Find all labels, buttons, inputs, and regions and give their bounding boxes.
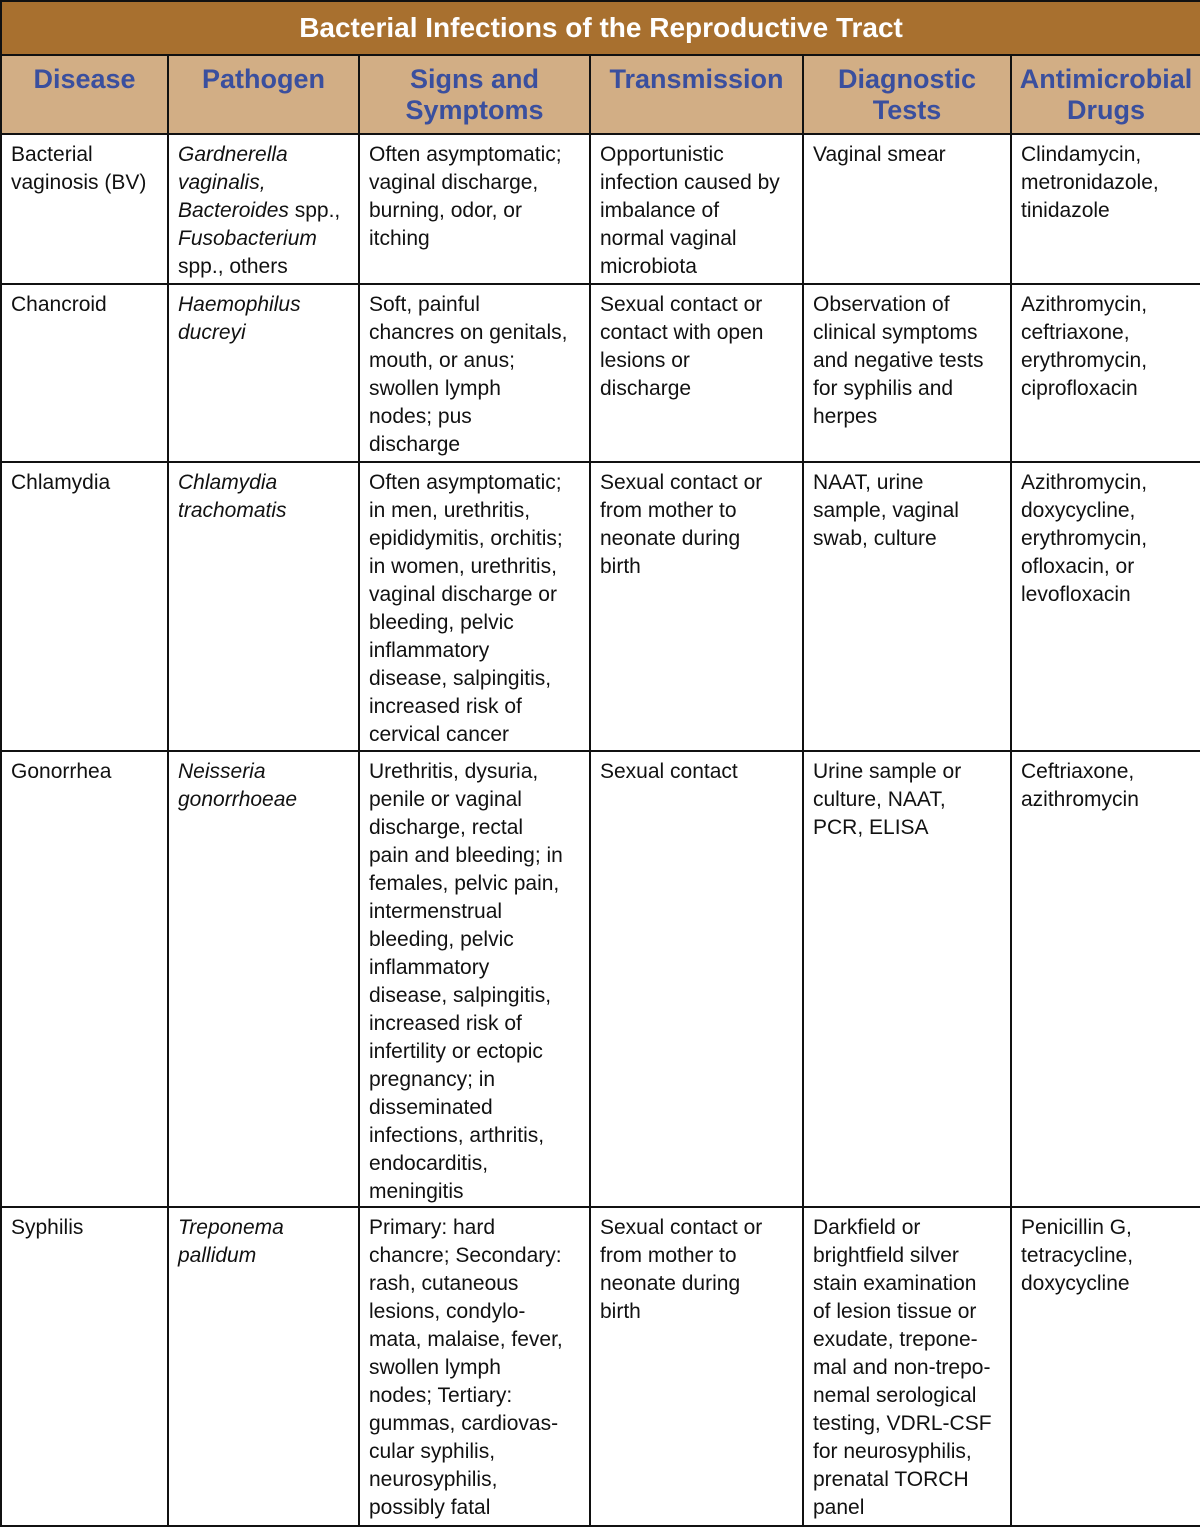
cell-disease: Gonorrhea <box>0 750 169 1208</box>
pathogen-text: spp., others <box>178 255 288 278</box>
header-signs: Signs and Symptoms <box>358 54 591 135</box>
pathogen-text: Treponema pallidum <box>178 1216 284 1267</box>
cell-drugs: Penicillin G, tetracycline, doxycycline <box>1009 1206 1200 1527</box>
cell-disease: Chancroid <box>0 283 169 463</box>
cell-drugs: Ceftriaxone, azithromycin <box>1009 750 1200 1208</box>
cell-drugs: Clindamycin, metronidazole, tinidazole <box>1009 133 1200 285</box>
header-disease: Disease <box>0 54 169 135</box>
cell-transmission: Opportunistic infection caused by imbala… <box>589 133 804 285</box>
header-drugs: Antimicrobial Drugs <box>1009 54 1200 135</box>
cell-transmission: Sexual contact <box>589 750 804 1208</box>
header-row: Disease Pathogen Signs and Symptoms Tran… <box>0 54 1200 135</box>
pathogen-text: Gardnerella vaginalis, Bacteroides <box>178 143 289 222</box>
table-row: Chancroid Haemophilus ducreyi Soft, painfu… <box>0 283 1200 463</box>
cell-transmission: Sexual contact or from mother to neonate… <box>589 461 804 752</box>
cell-drugs: Azithromycin, doxycycline, erythromycin,… <box>1009 461 1200 752</box>
cell-tests: Darkfield or brightfield silver stain ex… <box>802 1206 1012 1527</box>
cell-pathogen: Haemophilus ducreyi <box>167 283 360 463</box>
cell-pathogen: Treponema pallidum <box>167 1206 360 1527</box>
cell-drugs: Azithromycin, ceftriaxone, erythromycin,… <box>1009 283 1200 463</box>
cell-tests: Urine sample or culture, NAAT, PCR, ELIS… <box>802 750 1012 1208</box>
cell-signs: Urethritis, dysuria, penile or vaginal d… <box>358 750 591 1208</box>
pathogen-text: Haemophilus ducreyi <box>178 293 301 344</box>
header-transmission: Transmission <box>589 54 804 135</box>
cell-transmission: Sexual contact or contact with open lesi… <box>589 283 804 463</box>
table-row: Syphilis Treponema pallidum Primary: hard … <box>0 1206 1200 1527</box>
cell-signs: Soft, painful chancres on genitals, mout… <box>358 283 591 463</box>
pathogen-text: Neisseria gonorrhoeae <box>178 760 298 811</box>
cell-pathogen: Chlamydia trachomatis <box>167 461 360 752</box>
cell-pathogen: Gardnerella vaginalis, Bacteroides spp.,… <box>167 133 360 285</box>
table-row: Chlamydia Chlamydia trachomatis Often asym… <box>0 461 1200 752</box>
table-row: Bacterial vaginosis (BV) Gardnerella vagi… <box>0 133 1200 285</box>
pathogen-text: Chlamydia trachomatis <box>178 471 287 522</box>
cell-signs: Often asymptomatic; vaginal discharge, b… <box>358 133 591 285</box>
cell-signs: Often asymptomatic; in men, urethritis, … <box>358 461 591 752</box>
cell-disease: Syphilis <box>0 1206 169 1527</box>
pathogen-text: spp., <box>294 199 341 222</box>
cell-pathogen: Neisseria gonorrhoeae <box>167 750 360 1208</box>
table-title: Bacterial Infections of the Reproductive… <box>0 0 1200 56</box>
header-pathogen: Pathogen <box>167 54 360 135</box>
cell-tests: Observation of clinical symptoms and neg… <box>802 283 1012 463</box>
cell-transmission: Sexual contact or from mother to neonate… <box>589 1206 804 1527</box>
header-tests: Diagnostic Tests <box>802 54 1012 135</box>
cell-tests: NAAT, urine sample, vaginal swab, cultur… <box>802 461 1012 752</box>
table-row: Gonorrhea Neisseria gonorrhoeae Urethritis… <box>0 750 1200 1208</box>
cell-signs: Primary: hard chancre; Secondary: rash, … <box>358 1206 591 1527</box>
cell-disease: Bacterial vaginosis (BV) <box>0 133 169 285</box>
pathogen-text: Fusobacterium <box>178 227 317 250</box>
cell-disease: Chlamydia <box>0 461 169 752</box>
cell-tests: Vaginal smear <box>802 133 1012 285</box>
